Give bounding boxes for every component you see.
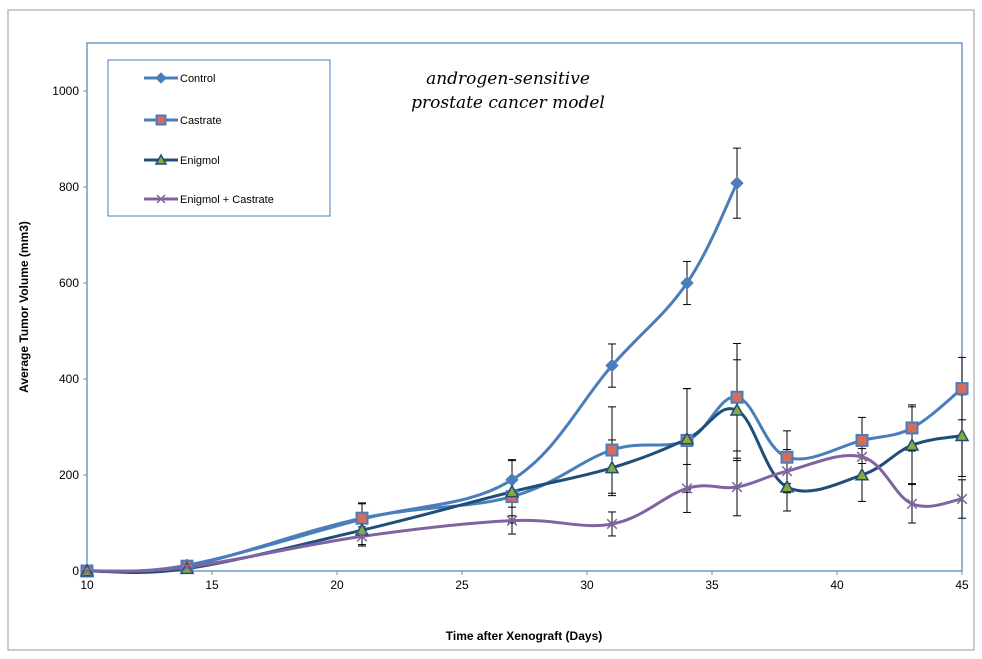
enigmol-castrate-marker-stroke	[956, 493, 968, 505]
x-axis-title: Time after Xenograft (Days)	[446, 629, 603, 643]
legend-enigmol-label: Enigmol	[180, 155, 220, 167]
enigmol-marker	[154, 153, 168, 165]
data-markers	[79, 176, 970, 578]
enigmol-castrate-marker-stroke	[156, 194, 166, 204]
enigmol-castrate-marker	[606, 518, 618, 530]
castrate-marker	[955, 382, 969, 396]
enigmol-castrate-marker	[506, 515, 518, 526]
castrate-marker	[905, 421, 919, 435]
enigmol-marker	[504, 484, 520, 498]
enigmol-castrate-marker	[156, 194, 166, 204]
castrate-marker	[730, 390, 744, 404]
control-marker	[730, 176, 744, 190]
enigmol-castrate-marker-stroke	[906, 498, 918, 510]
enigmol-marker	[904, 437, 920, 451]
x-tick-label: 25	[455, 578, 469, 592]
enigmol-marker	[954, 428, 970, 442]
enigmol-marker	[779, 479, 795, 493]
enigmol-castrate-marker	[731, 481, 743, 493]
y-tick-label: 400	[59, 372, 79, 386]
y-tick-label: 800	[59, 180, 79, 194]
enigmol-castrate-marker	[781, 465, 793, 477]
x-tick-label: 10	[80, 578, 94, 592]
enigmol-castrate-marker	[856, 451, 868, 463]
y-tick-label: 600	[59, 276, 79, 290]
enigmol-castrate-marker-stroke	[506, 515, 518, 526]
enigmol-marker	[604, 460, 620, 474]
legend: Control Castrate Enigmol Enigmol + Castrate	[144, 72, 274, 206]
castrate-marker	[605, 443, 619, 457]
castrate-marker	[355, 511, 369, 525]
enigmol-marker	[679, 431, 695, 445]
enigmol-castrate-marker-stroke	[781, 465, 793, 477]
y-tick-label: 1000	[52, 84, 79, 98]
axes: 0 200 400 600 800 1000 10 15 20 25 30 35 40 45	[52, 84, 969, 592]
x-tick-label: 20	[330, 578, 344, 592]
castrate-marker	[855, 433, 869, 447]
enigmol-castrate-marker-stroke	[606, 518, 618, 530]
control-marker	[680, 276, 694, 290]
x-tick-label: 45	[955, 578, 969, 592]
x-tick-label: 30	[580, 578, 594, 592]
enigmol-castrate-marker	[681, 483, 693, 494]
chart-title-line-2: prostate cancer model	[411, 93, 605, 113]
castrate-marker	[155, 114, 167, 126]
enigmol-marker	[729, 402, 745, 416]
enigmol-castrate-marker-stroke	[181, 561, 193, 573]
enigmol-castrate-marker-stroke	[356, 531, 368, 542]
x-tick-label: 15	[205, 578, 219, 592]
enigmol-castrate-marker-stroke	[856, 451, 868, 463]
x-tick-label: 35	[705, 578, 719, 592]
enigmol-castrate-marker	[81, 565, 93, 577]
enigmol-castrate-marker	[956, 493, 968, 505]
legend-castrate-label: Castrate	[180, 115, 222, 127]
castrate-marker	[780, 450, 794, 464]
enigmol-castrate-marker	[181, 561, 193, 573]
legend-enigmol-castrate-label: Enigmol + Castrate	[180, 194, 274, 206]
enigmol-castrate-marker	[356, 531, 368, 542]
enigmol-marker	[854, 467, 870, 481]
enigmol-castrate-marker-stroke	[81, 565, 93, 577]
control-marker	[155, 72, 167, 84]
legend-box	[107, 59, 331, 217]
enigmol-marker	[354, 522, 370, 536]
enigmol-castrate-marker-stroke	[731, 481, 743, 493]
y-tick-label: 0	[72, 564, 79, 578]
enigmol-castrate-marker-stroke	[681, 483, 693, 494]
chart-title-line-1: androgen-sensitive	[426, 69, 590, 89]
control-marker	[605, 358, 619, 373]
legend-control-label: Control	[180, 73, 215, 85]
x-tick-label: 40	[830, 578, 844, 592]
y-tick-label: 200	[59, 468, 79, 482]
enigmol-castrate-marker	[906, 498, 918, 510]
y-axis-title: Average Tumor Volume (mm3)	[17, 221, 31, 393]
